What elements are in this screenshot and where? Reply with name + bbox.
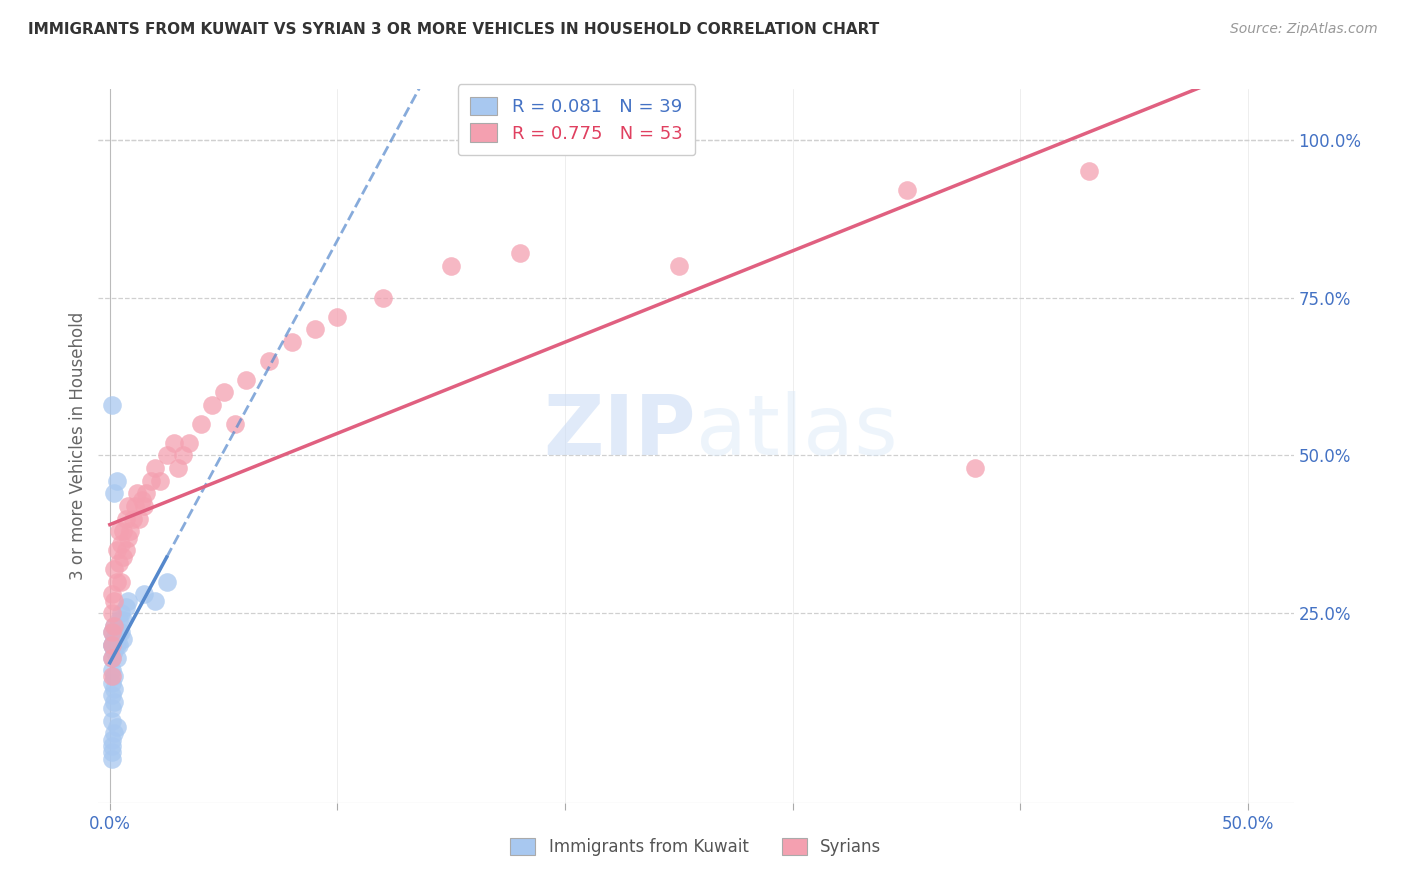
Point [127,486,149,500]
Point [101,650,124,665]
Text: ZIP: ZIP [544,392,696,472]
Point [114,511,136,525]
Point [121,511,143,525]
Point [108,613,131,627]
Point [108,524,131,539]
Point [124,499,146,513]
Point [201,398,224,412]
Point [149,474,172,488]
Point [108,625,131,640]
Point [117,531,139,545]
Point [101,675,124,690]
Point [135,486,157,500]
Point [132,587,155,601]
Point [509,246,531,260]
Point [371,291,394,305]
Point [101,638,124,652]
Point [167,461,190,475]
Point [103,644,125,658]
Point [162,435,184,450]
Point [112,613,135,627]
Point [179,435,201,450]
Point [101,739,124,753]
Point [103,632,125,646]
Point [101,650,124,665]
Point [101,625,124,640]
Point [101,669,124,683]
Point [114,543,136,558]
Point [440,259,463,273]
Point [139,474,162,488]
Point [103,682,125,697]
Point [103,726,125,740]
Point [101,732,124,747]
Point [963,461,986,475]
Point [1077,164,1099,178]
Point [103,486,125,500]
Point [896,183,918,197]
Legend: Immigrants from Kuwait, Syrians: Immigrants from Kuwait, Syrians [501,828,891,866]
Point [117,593,139,607]
Point [110,607,132,621]
Point [120,524,142,539]
Point [172,449,194,463]
Point [101,607,124,621]
Point [103,593,125,607]
Point [128,511,150,525]
Point [224,417,246,431]
Point [235,373,257,387]
Point [110,625,132,640]
Point [101,701,124,715]
Y-axis label: 3 or more Vehicles in Household: 3 or more Vehicles in Household [69,312,87,580]
Point [117,499,139,513]
Point [103,669,125,683]
Point [110,537,132,551]
Point [114,600,136,615]
Point [105,720,128,734]
Point [326,310,349,324]
Point [212,385,235,400]
Text: atlas: atlas [696,392,897,472]
Point [105,574,128,589]
Point [156,449,179,463]
Point [105,650,128,665]
Point [304,322,326,336]
Text: IMMIGRANTS FROM KUWAIT VS SYRIAN 3 OR MORE VEHICLES IN HOUSEHOLD CORRELATION CHA: IMMIGRANTS FROM KUWAIT VS SYRIAN 3 OR MO… [28,22,879,37]
Point [101,587,124,601]
Point [101,638,124,652]
Point [101,751,124,765]
Point [105,474,128,488]
Point [103,619,125,633]
Point [110,574,132,589]
Point [101,745,124,759]
Point [131,492,153,507]
Point [103,619,125,633]
Point [281,334,304,349]
Point [101,398,124,412]
Point [143,593,166,607]
Point [101,638,124,652]
Point [103,562,125,576]
Point [103,695,125,709]
Point [112,549,135,564]
Text: Source: ZipAtlas.com: Source: ZipAtlas.com [1230,22,1378,37]
Point [101,714,124,728]
Point [668,259,690,273]
Point [132,499,155,513]
Point [101,689,124,703]
Point [112,632,135,646]
Point [101,663,124,677]
Point [143,461,166,475]
Point [105,638,128,652]
Point [101,625,124,640]
Point [105,543,128,558]
Point [257,353,280,368]
Point [190,417,212,431]
Point [108,556,131,570]
Point [112,524,135,539]
Point [156,574,179,589]
Point [108,638,131,652]
Point [105,625,128,640]
